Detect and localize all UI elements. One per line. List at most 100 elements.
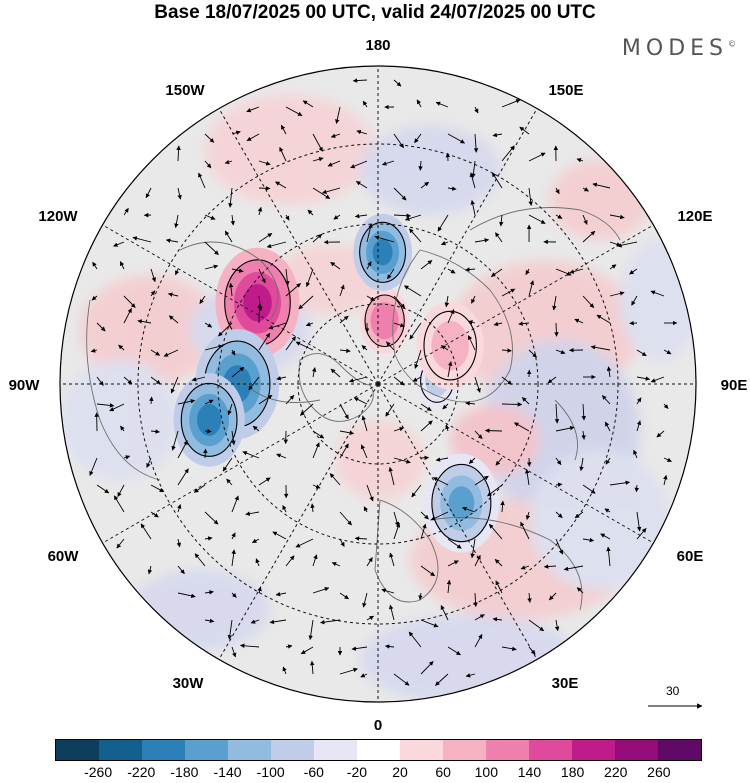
wind-vector: [312, 484, 321, 489]
colorbar-swatch: [99, 740, 142, 760]
lon-label-60e: 60E: [677, 548, 704, 565]
wind-vector: [245, 511, 260, 516]
wind-vector: [474, 614, 485, 621]
wind-vector: [123, 207, 129, 216]
wind-vector: [194, 553, 206, 567]
reference-vector-label: 30: [666, 684, 680, 698]
wind-vector: [353, 397, 368, 405]
wind-vector: [465, 267, 476, 272]
wind-vector: [528, 349, 537, 358]
wind-vector: [414, 133, 422, 144]
wind-vector: [528, 646, 536, 655]
wind-vector: [204, 322, 213, 328]
wind-vector: [471, 295, 476, 304]
wind-vector: [120, 425, 125, 432]
wind-vector: [581, 430, 586, 440]
colorbar-tick-label: -100: [256, 764, 285, 780]
wind-vector: [492, 617, 503, 622]
colorbar-tick-label: -140: [213, 764, 242, 780]
wind-vector: [501, 99, 521, 108]
wind-vector: [393, 522, 401, 540]
wind-vector: [339, 592, 349, 600]
wind-vector: [231, 495, 239, 513]
wind-vector: [411, 484, 422, 498]
wind-vector: [150, 290, 156, 297]
wind-vector: [312, 442, 320, 459]
wind-vector: [420, 565, 436, 577]
wind-vector: [527, 592, 532, 603]
wind-vector: [465, 401, 476, 406]
wind-vector: [266, 241, 287, 249]
colorbar-ticks: -260 -220 -180 -140 -100 -60 -20 20 60 100 140 180 2…: [55, 764, 702, 782]
lon-label-0: 0: [374, 717, 382, 734]
colorbar-swatch: [142, 740, 185, 760]
wind-vector: [354, 213, 368, 219]
wind-vector: [555, 349, 566, 355]
wind-vector: [435, 457, 449, 462]
wind-vector: [147, 565, 153, 575]
wind-vector: [495, 580, 503, 594]
wind-vector: [579, 457, 584, 472]
wind-vector: [581, 403, 586, 421]
wind-vector: [525, 268, 530, 275]
wind-vector: [285, 106, 303, 117]
negative-anomaly: [173, 373, 245, 467]
wind-vector: [239, 643, 260, 648]
colorbar-swatch: [357, 740, 400, 760]
wind-vector: [339, 348, 351, 353]
meridian-line: [377, 383, 654, 544]
wind-vector: [555, 268, 572, 276]
wind-vector: [393, 213, 412, 218]
colorbar-swatch: [185, 740, 228, 760]
meridian-line: [377, 108, 538, 385]
negative-anomaly: [423, 453, 500, 553]
wind-vector: [554, 322, 559, 337]
colorbar-swatch: [443, 740, 486, 760]
wind-vector: [339, 443, 349, 459]
lon-label-30w: 30W: [173, 675, 205, 692]
wind-vector: [295, 341, 314, 351]
wind-vector: [269, 619, 287, 625]
wind-vector: [331, 562, 341, 567]
wind-vector: [272, 531, 287, 540]
wind-vector: [420, 420, 433, 432]
wind-vector: [224, 230, 233, 243]
wind-vector: [310, 660, 315, 675]
wind-vector: [576, 587, 584, 594]
colorbar-tick-label: 220: [604, 764, 628, 780]
wind-vector: [285, 268, 290, 286]
wind-vector: [312, 157, 324, 162]
wind-vector: [636, 528, 647, 540]
meridian-line: [377, 383, 538, 660]
wind-vector: [469, 172, 476, 189]
wind-vector: [227, 403, 233, 416]
wind-vector: [437, 214, 449, 232]
wind-vector: [330, 261, 341, 270]
wind-vector: [617, 241, 638, 248]
wind-vector: [228, 187, 233, 208]
wind-vector: [555, 482, 563, 487]
wind-vector: [123, 376, 133, 385]
wind-vector: [302, 100, 314, 108]
colorbar-tick-label: -60: [303, 764, 324, 780]
wind-vector: [447, 646, 461, 656]
colorbar-tick-label: -20: [346, 764, 368, 780]
wind-vector: [149, 396, 154, 405]
wind-vector: [198, 172, 206, 189]
wind-vector: [609, 214, 625, 220]
wind-vector: [552, 295, 557, 311]
wind-vector: [528, 187, 533, 206]
wind-vector: [520, 565, 530, 570]
anomaly-contour: [372, 239, 393, 266]
wind-vector: [96, 376, 104, 386]
wind-vector: [312, 233, 323, 243]
wind-vector: [163, 349, 179, 357]
wind-vector: [442, 403, 449, 410]
wind-vector: [285, 394, 295, 405]
wind-vector: [175, 268, 180, 276]
wind-vector: [204, 344, 224, 351]
wind-vector: [285, 283, 301, 297]
wind-vector: [150, 429, 160, 434]
coastlines: [86, 207, 621, 611]
wind-vector: [362, 592, 368, 608]
